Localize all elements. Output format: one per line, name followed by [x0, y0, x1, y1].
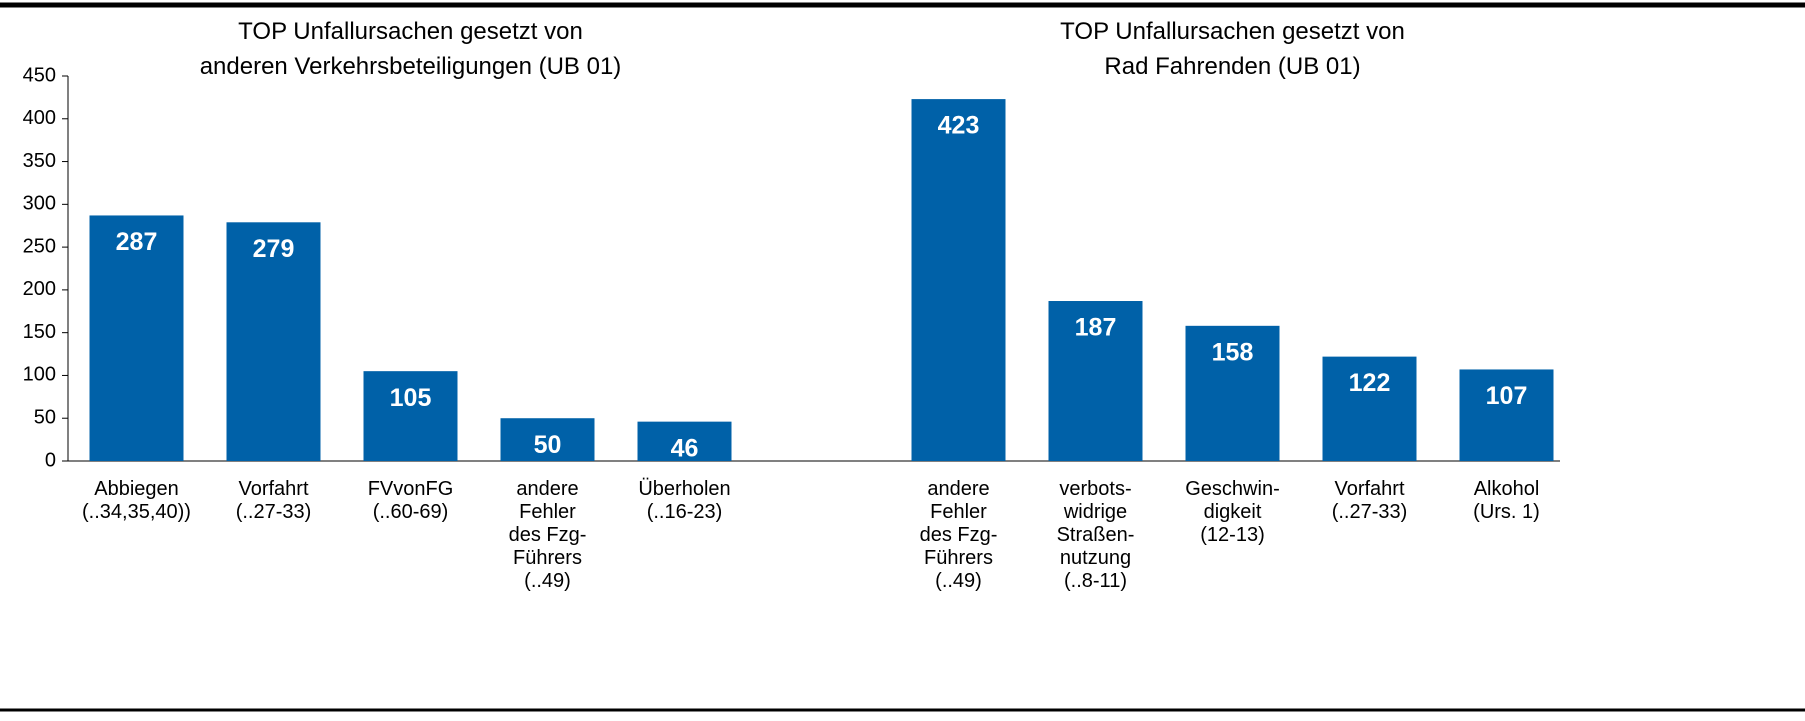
bar	[637, 421, 732, 461]
value-label: 50	[534, 431, 562, 459]
bar	[89, 215, 184, 461]
x-tick-label: Geschwin-digkeit (12-13)	[1185, 478, 1279, 546]
y-tick-label: 450	[23, 64, 56, 86]
x-tick-label: andere Fehler des Fzg-Führers (..49)	[920, 478, 998, 592]
chart-title: TOP Unfallursachen gesetzt von anderen Ve…	[200, 18, 622, 80]
x-tick-label: andere Fehler des Fzg-Führers (..49)	[509, 478, 587, 592]
y-tick-label: 250	[23, 235, 56, 257]
bar	[1459, 369, 1554, 461]
x-tick-label: Vorfahrt (..27-33)	[1332, 478, 1408, 523]
x-tick-label: Abbiegen (..34,35,40))	[82, 478, 191, 523]
y-tick-label: 50	[34, 407, 56, 429]
y-tick-label: 400	[23, 107, 56, 129]
y-tick-label: 350	[23, 150, 56, 172]
y-tick-label: 200	[23, 278, 56, 300]
bar	[911, 99, 1006, 461]
value-label: 158	[1212, 338, 1254, 366]
x-tick-label: Vorfahrt (..27-33)	[236, 478, 312, 523]
y-tick-label: 300	[23, 193, 56, 215]
value-label: 105	[390, 384, 432, 412]
x-tick-label: FVvonFG (..60-69)	[368, 478, 454, 523]
value-label: 279	[253, 235, 295, 263]
value-label: 423	[938, 112, 980, 140]
x-tick-label: verbots-widrige Straßen-nutzung (..8-11)	[1057, 478, 1135, 592]
bar	[363, 371, 458, 461]
value-label: 287	[116, 228, 158, 256]
value-label: 107	[1486, 382, 1528, 410]
y-tick-label: 0	[45, 449, 56, 471]
y-tick-label: 100	[23, 364, 56, 386]
bar	[1048, 301, 1143, 461]
bar	[1185, 325, 1280, 461]
value-label: 122	[1349, 369, 1391, 397]
value-label: 187	[1075, 314, 1117, 342]
y-tick-label: 150	[23, 321, 56, 343]
chart-title: TOP Unfallursachen gesetzt von Rad Fahren…	[1060, 18, 1405, 80]
bar	[500, 418, 595, 461]
x-tick-label: Alkohol (Urs. 1)	[1473, 478, 1540, 523]
bar	[1322, 356, 1417, 461]
x-tick-label: Überholen (..16-23)	[638, 478, 730, 523]
value-label: 46	[671, 434, 699, 462]
bar	[226, 222, 321, 461]
